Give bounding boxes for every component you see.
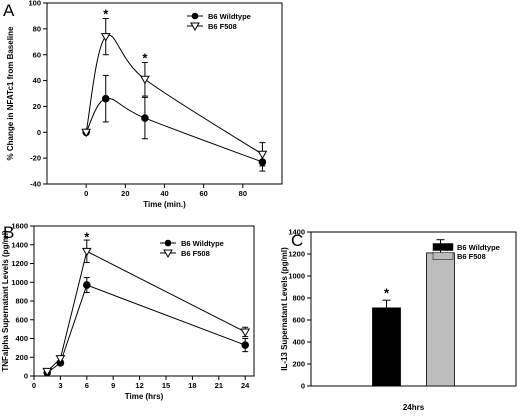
y-tick-label: 0 xyxy=(301,382,305,391)
y-tick-label: 800 xyxy=(292,294,305,303)
legend-marker-triangle xyxy=(163,249,173,259)
y-tick-label: 0 xyxy=(24,372,28,381)
y-tick-label: 100 xyxy=(28,0,41,8)
x-tick-label: 60 xyxy=(199,189,207,198)
legend-marker-triangle xyxy=(190,22,200,32)
y-tick-label: 400 xyxy=(292,338,305,347)
y-tick-label: -20 xyxy=(30,154,41,163)
series-line-2 xyxy=(85,34,263,155)
significance-star: * xyxy=(103,6,109,21)
y-tick-label: 600 xyxy=(292,316,305,325)
data-point-triangle xyxy=(81,247,92,257)
x-tick-label: 9 xyxy=(111,381,115,390)
y-axis-label: IL-13 Supernatant Levels (pg/ml) xyxy=(280,247,289,371)
panel-letter-b: B xyxy=(3,223,14,242)
x-tick-label: 0 xyxy=(32,381,36,390)
data-point-triangle xyxy=(257,150,268,160)
x-tick-label: 12 xyxy=(135,381,143,390)
legend-label: B6 F508 xyxy=(208,22,237,31)
data-point-circle xyxy=(141,114,149,122)
y-tick-label: 1400 xyxy=(288,228,305,237)
legend-swatch xyxy=(432,243,454,251)
y-tick-label: 1000 xyxy=(288,272,305,281)
legend-label: B6 Wildtype xyxy=(181,239,224,248)
data-point-triangle xyxy=(100,33,111,42)
x-tick-label: 24 xyxy=(241,381,250,390)
x-tick-label: 20 xyxy=(121,189,129,198)
y-tick-label: 400 xyxy=(15,334,28,343)
series-line-1 xyxy=(85,97,263,163)
y-axis-label: % Change in NFATc1 from Baseline xyxy=(6,26,15,161)
legend-label: B6 F508 xyxy=(181,249,210,258)
panel-letter-c: C xyxy=(291,231,303,250)
y-tick-label: -40 xyxy=(30,180,41,189)
significance-star: * xyxy=(84,229,90,244)
x-tick-label: 40 xyxy=(160,189,168,198)
legend-marker-circle xyxy=(164,239,172,247)
legend-label: B6 F508 xyxy=(457,252,486,261)
panel-letter-a: A xyxy=(3,1,15,20)
x-tick-label: 21 xyxy=(215,381,223,390)
significance-star: * xyxy=(384,286,390,301)
data-point-circle xyxy=(101,94,110,103)
y-tick-label: 200 xyxy=(15,353,28,362)
y-tick-label: 40 xyxy=(33,76,41,85)
x-tick-label: 6 xyxy=(85,381,89,390)
legend-marker-circle xyxy=(191,12,199,20)
x-axis-label: 24hrs xyxy=(403,403,425,412)
data-point-triangle xyxy=(81,128,92,138)
y-tick-label: 60 xyxy=(33,50,41,59)
series-line-1 xyxy=(46,284,246,374)
legend-swatch xyxy=(432,252,454,260)
y-tick-label: 80 xyxy=(33,24,41,33)
y-tick-label: 800 xyxy=(15,297,28,306)
y-tick-label: 1600 xyxy=(11,222,28,231)
data-point-circle xyxy=(83,281,91,289)
series-line-2 xyxy=(46,250,246,372)
plot-frame xyxy=(46,2,283,185)
data-point-circle xyxy=(241,341,249,349)
y-tick-label: 200 xyxy=(292,360,305,369)
data-point-triangle xyxy=(140,75,150,85)
data-point-triangle xyxy=(55,355,66,364)
legend-label: B6 Wildtype xyxy=(208,12,251,21)
y-tick-label: 1200 xyxy=(288,250,305,259)
y-axis-label: TNFalpha Supernatant Levels (pg/ml) xyxy=(1,230,10,372)
y-tick-label: 600 xyxy=(15,315,28,324)
legend-label: B6 Wildtype xyxy=(457,243,500,252)
x-axis-label: Time (min.) xyxy=(143,200,186,209)
y-tick-label: 0 xyxy=(37,128,41,137)
x-tick-label: 0 xyxy=(84,189,88,198)
y-tick-label: 1000 xyxy=(11,278,28,287)
x-tick-label: 15 xyxy=(162,381,170,390)
plot-frame xyxy=(33,225,255,377)
significance-star: * xyxy=(142,50,148,65)
panel-a: -40 -20 0 20 40 60 80 100 0 20 40 60 80 Time (min.) % … xyxy=(3,0,283,209)
x-tick-label: 80 xyxy=(239,189,247,198)
x-tick-label: 3 xyxy=(58,381,62,390)
panel-b: 0 200 400 600 800 1000 1200 1400 1600 0 3 6 9 12 15 18 2… xyxy=(1,222,255,401)
bar-2 xyxy=(426,252,455,387)
y-tick-label: 1400 xyxy=(11,240,28,249)
x-tick-label: 18 xyxy=(188,381,196,390)
y-tick-label: 1200 xyxy=(11,259,28,268)
plot-frame xyxy=(310,231,517,387)
y-tick-label: 20 xyxy=(33,102,41,111)
data-point-triangle xyxy=(42,367,53,377)
data-point-triangle xyxy=(240,328,251,337)
bar-1 xyxy=(372,307,401,387)
x-axis-label: Time (hrs) xyxy=(125,392,164,401)
